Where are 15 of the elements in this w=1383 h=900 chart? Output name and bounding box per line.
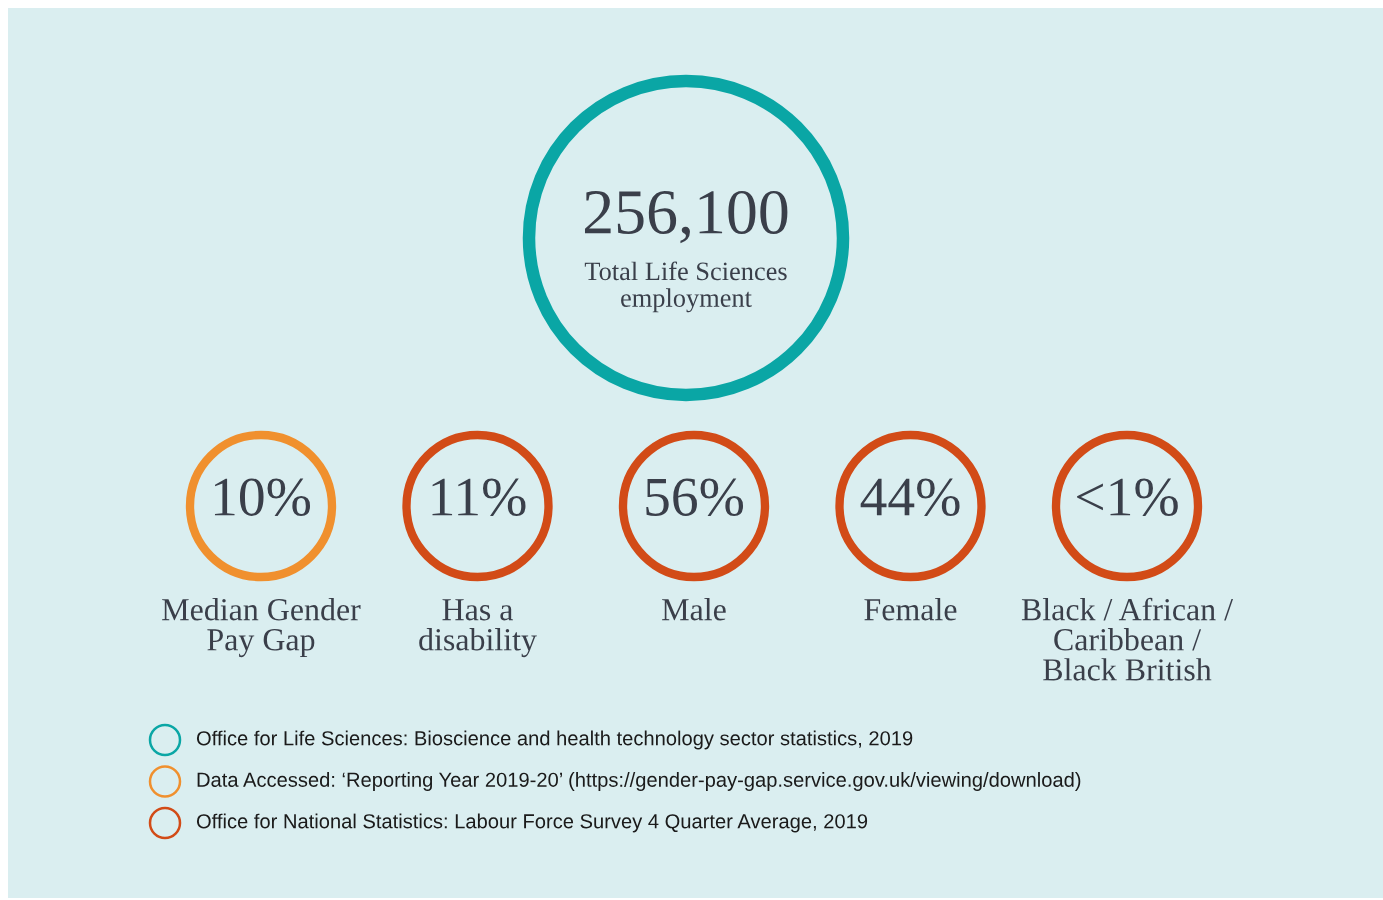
category-label: Total Life Sciences employment [584,261,787,313]
category-label: Median Gender Pay Gap [162,598,361,658]
data-label: 11% [432,478,526,517]
category-label: Black / African / Caribbean / Black British [1021,597,1233,681]
data-label: 44% [860,478,960,517]
data-label: <1% [1077,478,1178,517]
text: Data Accessed: ‘Reporting Year 2019-20’ (https://gender-pay-gap.service.gov.uk/viewing/download) [197,772,1081,791]
category-label: Has a disability [419,599,537,658]
data-label: 256,100 [584,190,788,244]
text: Office for National Statistics: Labour Force Survey 4 Quarter Average, 2019 [196,813,868,833]
category-label: Female [864,598,957,621]
category-label: Male [662,598,726,621]
text: Office for Life Sciences: Bioscience and health technology sector statistics, 2019 [196,730,913,750]
data-label: 10% [214,478,311,517]
data-label: 56% [646,478,744,517]
